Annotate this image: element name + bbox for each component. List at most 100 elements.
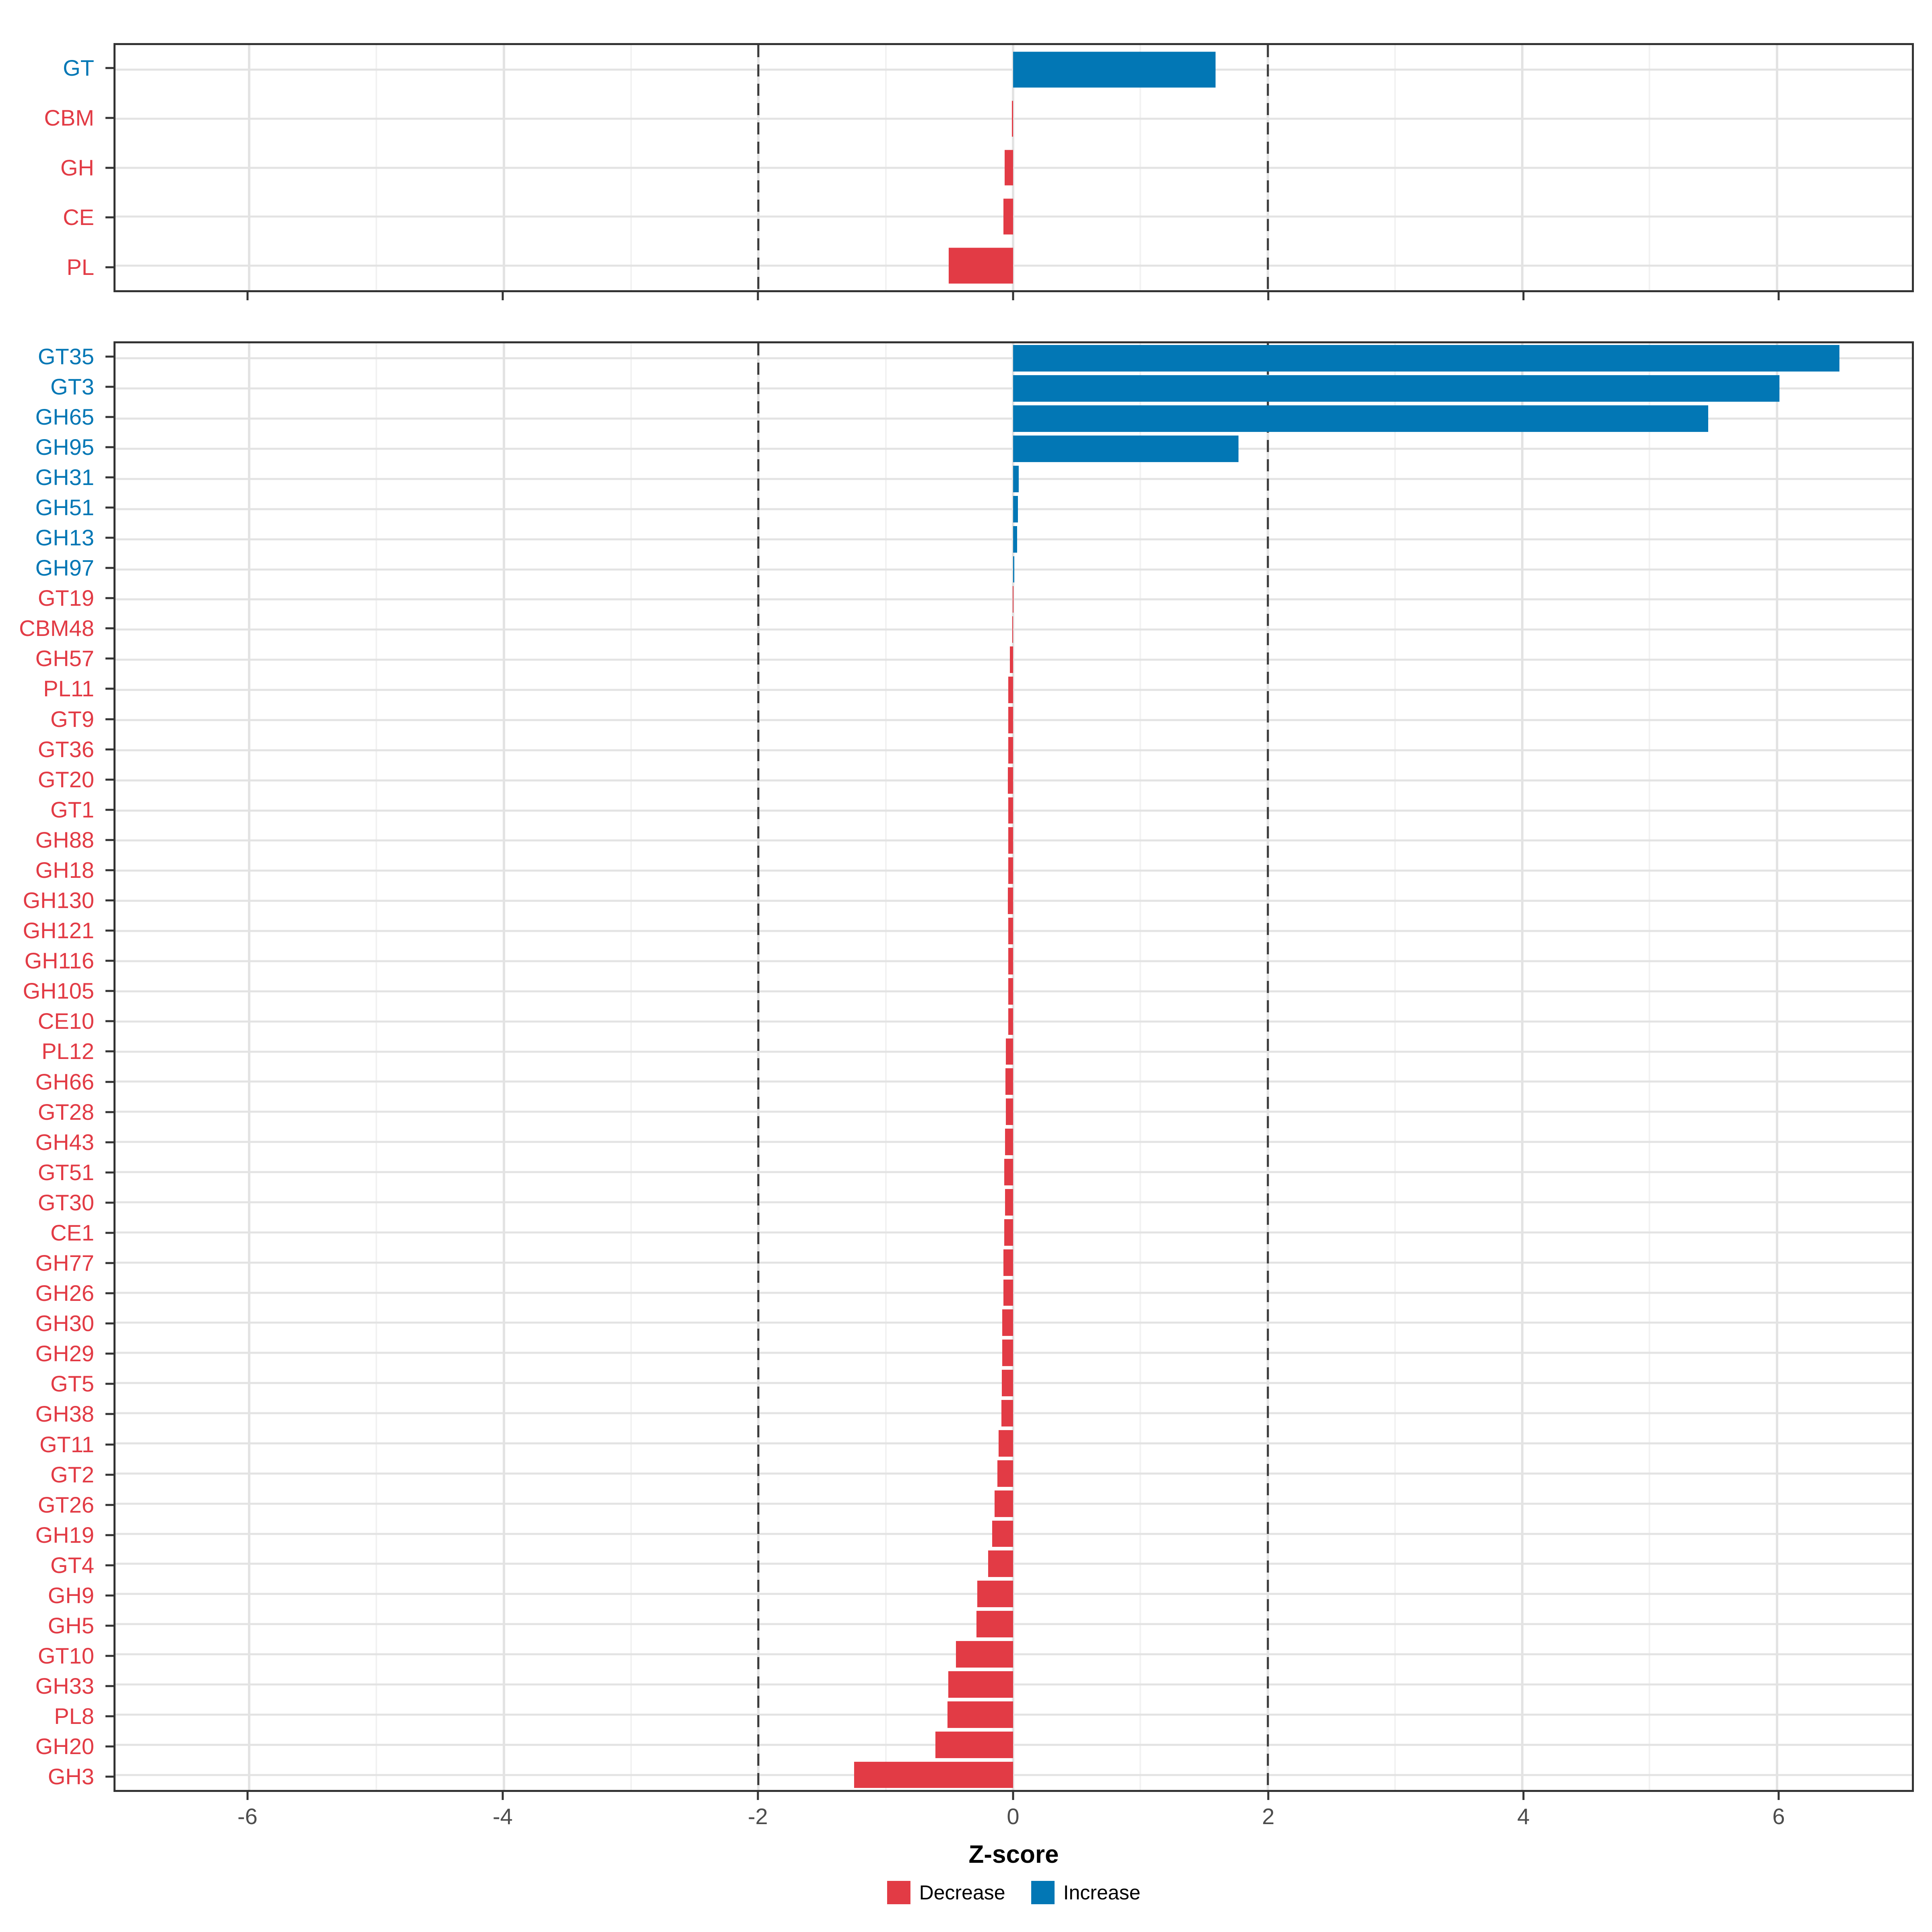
major-gridline [502,343,505,1790]
row-gridline [116,167,1912,169]
row-gridline [116,1713,1912,1716]
legend-item-increase: Increase [1031,1881,1140,1904]
bar-GT10 [956,1641,1013,1668]
category-label-GT26: GT26 [37,1492,94,1517]
category-tick [105,1292,114,1294]
x-tick-label-6: 6 [1772,1804,1785,1829]
category-tick [105,778,114,781]
category-label-GT20: GT20 [37,766,94,792]
category-tick [105,1715,114,1717]
category-tick [105,216,114,219]
category-tick [105,869,114,871]
category-tick [105,567,114,569]
category-label-GT36: GT36 [37,736,94,762]
bar-GH29 [1002,1340,1013,1366]
bar-GH65 [1013,405,1708,432]
category-label-CE1: CE1 [50,1220,94,1245]
category-label-GH65: GH65 [35,404,94,429]
category-label-GT51: GT51 [37,1159,94,1185]
bar-GH105 [1008,978,1013,1005]
row-gridline [116,749,1912,751]
bar-GH130 [1008,888,1013,914]
category-tick [105,446,114,448]
row-gridline [116,1110,1912,1113]
category-tick [105,657,114,660]
bar-GH97 [1013,556,1015,583]
top-panel: GT CBM GH CE PL [0,43,1932,300]
legend-label-decrease: Decrease [919,1881,1005,1904]
category-tick [105,1262,114,1264]
bar-GT26 [995,1490,1013,1517]
category-tick [105,1081,114,1083]
category-label-CBM48: CBM48 [19,615,94,641]
minor-gridline [630,343,632,1790]
bar-PL12 [1006,1038,1013,1065]
minor-gridline [1394,343,1396,1790]
bar-GT4 [988,1550,1013,1577]
x-tick-label-0: 0 [1007,1804,1020,1829]
legend-swatch-decrease [887,1881,910,1904]
category-label-GT3: GT3 [50,374,94,399]
major-gridline [1775,343,1778,1790]
category-tick [105,1775,114,1778]
row-gridline [116,779,1912,782]
row-gridline [116,1533,1912,1535]
category-label-GH: GH [60,155,94,180]
bottom-panel: GT35 GT3 GH65 GH95 GH31 GH51 GH13 GH97 GT19 CBM48… [0,341,1932,1800]
category-label-GH51: GH51 [35,494,94,520]
row-gridline [116,1683,1912,1686]
bar-CE10 [1008,1008,1013,1035]
row-gridline [116,1744,1912,1746]
category-tick [105,476,114,479]
x-axis-tick-labels: -6 -4 -2 0 2 4 6 [114,1802,1914,1831]
category-tick [105,266,114,268]
bar-GH19 [992,1520,1013,1547]
x-axis-tick [1267,292,1269,300]
major-gridline [1011,343,1014,1790]
x-axis-tick [1012,1792,1014,1800]
row-gridline [116,930,1912,932]
row-gridline [116,264,1912,267]
bar-GH57 [1010,646,1013,673]
category-label-GT11: GT11 [39,1431,94,1457]
category-tick [105,416,114,418]
minor-gridline [1649,343,1651,1790]
category-label-GH18: GH18 [35,857,94,883]
category-tick [105,1594,114,1597]
x-axis-tick [502,1792,504,1800]
category-tick [105,117,114,119]
category-label-GH26: GH26 [35,1280,94,1306]
row-gridline [116,1051,1912,1053]
category-label-GH121: GH121 [23,918,94,943]
bar-GT3 [1013,375,1780,402]
bar-GH51 [1013,495,1018,522]
bar-CE [1003,198,1013,235]
major-gridline [1521,343,1524,1790]
minor-gridline [1139,343,1141,1790]
bar-GT51 [1004,1159,1013,1185]
major-gridline [248,343,251,1790]
bar-GH9 [977,1581,1013,1608]
category-label-CBM: CBM [44,105,94,130]
bar-GT9 [1008,707,1013,733]
row-gridline [116,839,1912,842]
category-label-CE10: CE10 [37,1008,94,1034]
row-gridline [116,1503,1912,1505]
category-tick [105,687,114,690]
category-label-GT2: GT2 [50,1461,94,1487]
row-gridline [116,1653,1912,1655]
reference-dashed-line [1267,343,1269,1790]
x-tick-label--6: -6 [237,1804,258,1829]
category-label-GH116: GH116 [24,948,94,974]
bar-GT20 [1008,767,1013,794]
x-axis-tick [1522,1792,1525,1800]
x-tick-label--4: -4 [492,1804,513,1829]
category-label-GH30: GH30 [35,1311,94,1336]
x-axis-tick [757,1792,759,1800]
row-gridline [116,1020,1912,1023]
bar-CBM [1011,101,1013,137]
category-tick [105,809,114,811]
category-label-GH77: GH77 [35,1250,94,1276]
x-axis-tick [1267,1792,1269,1800]
category-label-GH57: GH57 [35,646,94,671]
